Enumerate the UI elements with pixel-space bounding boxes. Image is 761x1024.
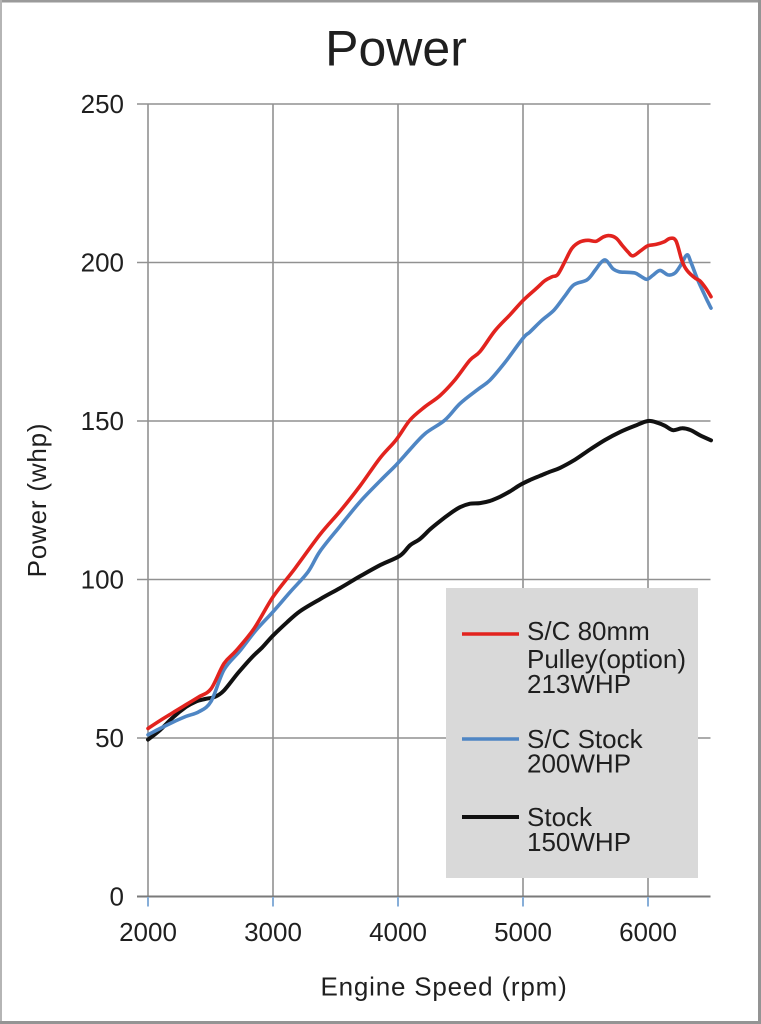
svg-text:0: 0 xyxy=(110,882,124,912)
svg-text:200WHP: 200WHP xyxy=(527,749,631,779)
svg-text:2000: 2000 xyxy=(119,917,177,947)
svg-text:S/C 80mm: S/C 80mm xyxy=(527,616,650,646)
svg-text:Power: Power xyxy=(325,21,467,77)
svg-text:150: 150 xyxy=(81,406,124,436)
svg-text:200: 200 xyxy=(81,248,124,278)
svg-text:Stock: Stock xyxy=(527,802,593,832)
svg-text:S/C Stock: S/C Stock xyxy=(527,724,644,754)
svg-text:250: 250 xyxy=(81,89,124,119)
svg-text:Pulley(option): Pulley(option) xyxy=(527,644,686,674)
svg-text:Engine Speed (rpm): Engine Speed (rpm) xyxy=(320,972,567,1002)
svg-text:4000: 4000 xyxy=(369,917,427,947)
svg-text:50: 50 xyxy=(95,723,124,753)
svg-text:213WHP: 213WHP xyxy=(527,669,631,699)
svg-text:6000: 6000 xyxy=(619,917,677,947)
svg-text:100: 100 xyxy=(81,565,124,595)
svg-text:3000: 3000 xyxy=(244,917,302,947)
svg-text:5000: 5000 xyxy=(494,917,552,947)
svg-text:150WHP: 150WHP xyxy=(527,827,631,857)
svg-text:Power (whp): Power (whp) xyxy=(22,423,52,578)
